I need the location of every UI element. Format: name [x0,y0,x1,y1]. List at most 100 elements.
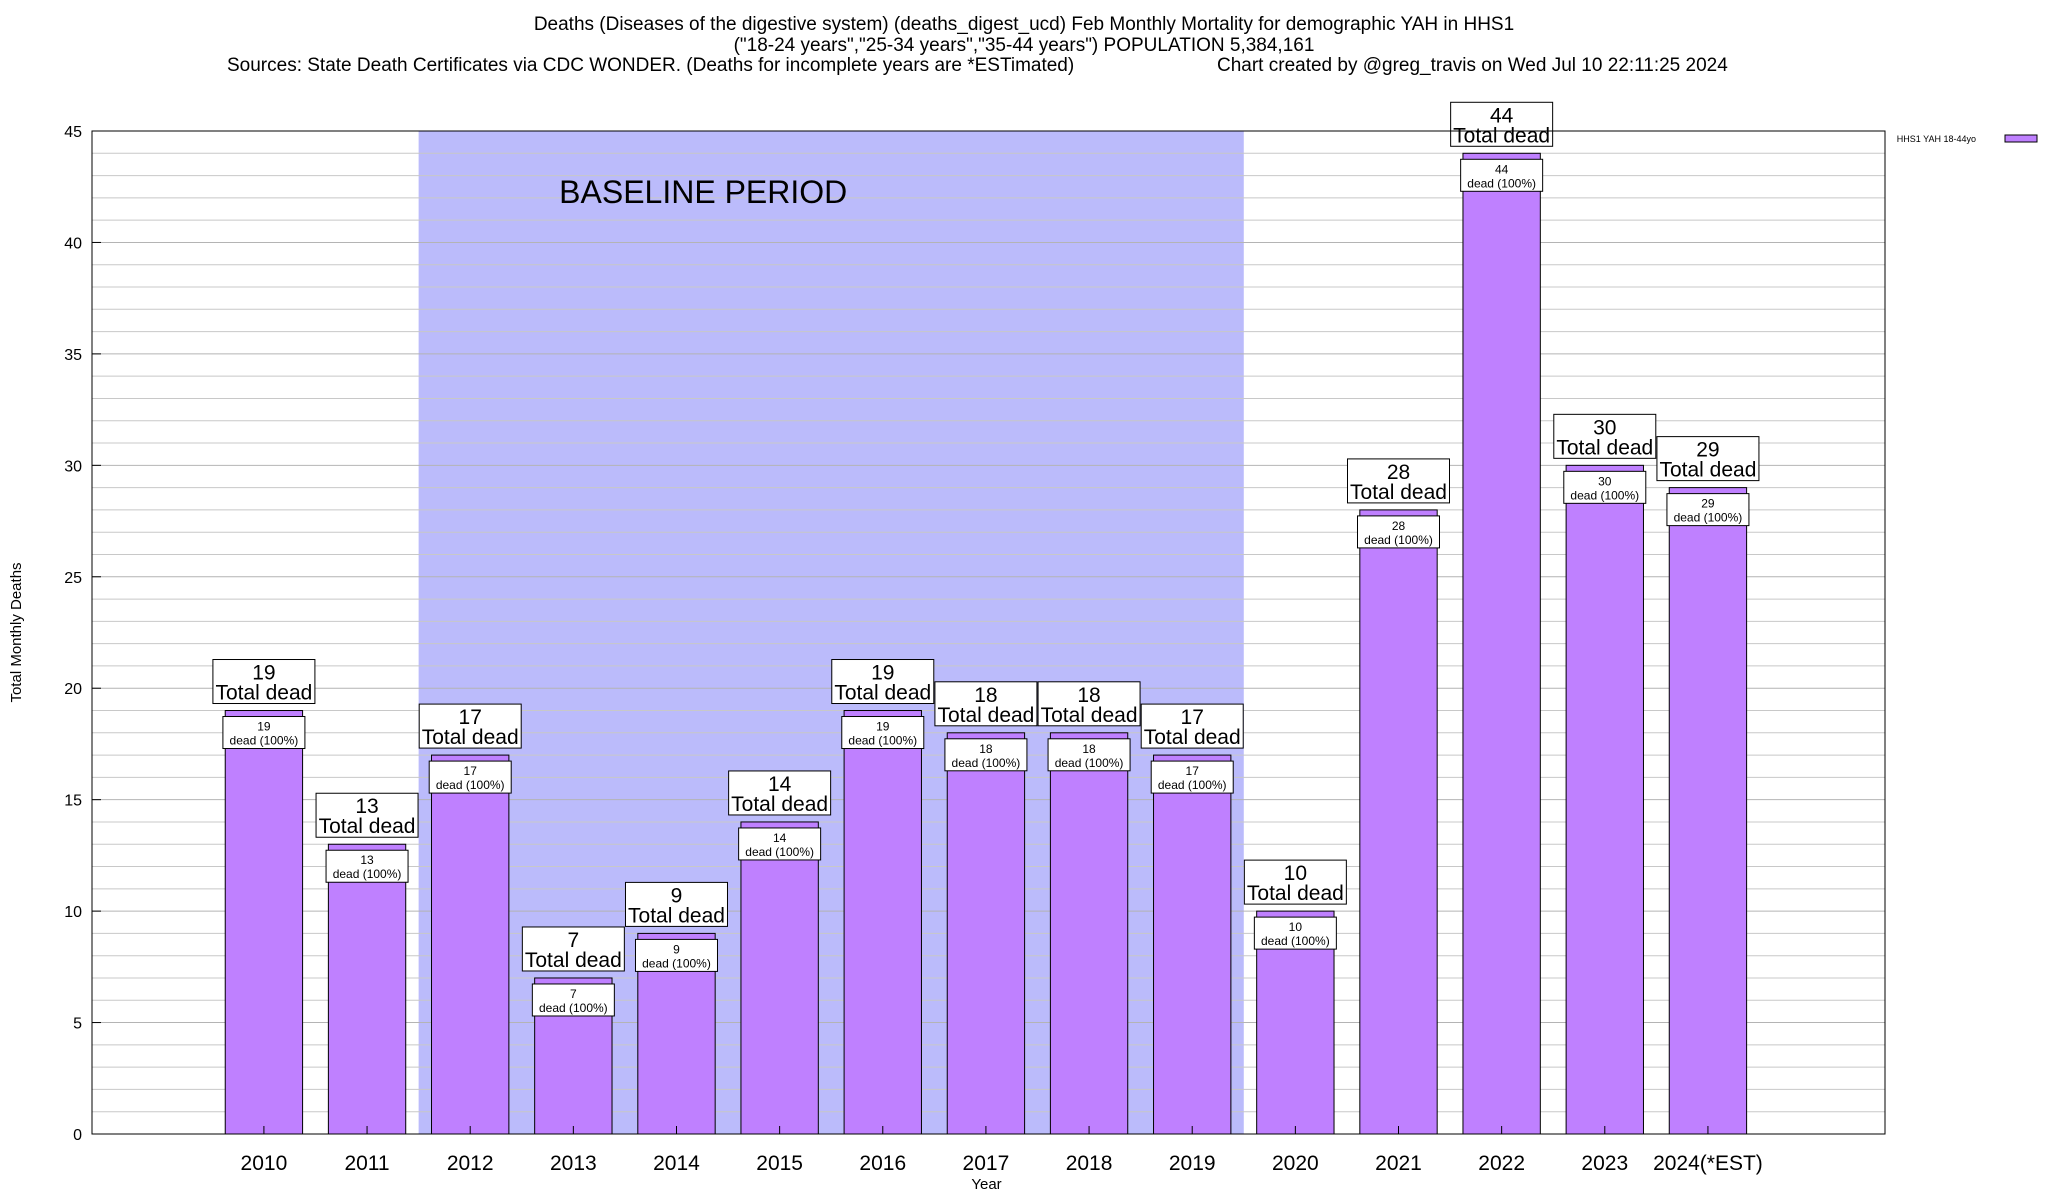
bar-total-label-box [728,770,832,816]
bar-total-value: 28 [1387,461,1410,484]
bar-inner-label-box [1357,515,1441,549]
bar-total-value: 9 [671,884,683,907]
bar-inner-value: 13 [360,853,374,867]
bar-total-value: 18 [1077,684,1100,707]
y-tick-label: 25 [64,570,82,587]
x-tick-label: 2010 [241,1152,288,1175]
x-tick-label: 2020 [1272,1152,1319,1175]
bar-inner-value: 10 [1289,920,1303,934]
x-tick-label: 2016 [859,1152,906,1175]
bar-inner-label-box [1047,738,1131,772]
bar-total-value: 29 [1696,439,1719,462]
bar [1462,152,1541,1135]
chart-credit: Chart created by @greg_travis on Wed Jul… [1217,55,1728,76]
bar-total-label: Total dead [1659,459,1756,482]
bar-inner-label-box [1563,470,1647,504]
y-tick-label: 10 [64,904,82,921]
baseline-period-label: BASELINE PERIOD [559,174,847,210]
x-axis-label: Year [971,1176,1001,1193]
bar-total-label: Total dead [628,904,725,927]
y-tick-label: 15 [64,793,82,810]
bar-inner-percent: dead (100%) [952,756,1021,770]
x-tick-label: 2011 [344,1152,389,1175]
bar-inner-label-box [634,938,718,972]
bar-total-label-box [1553,413,1657,459]
bar-inner-value: 18 [979,742,993,756]
bar [431,754,510,1135]
x-tick-label: 2024(*EST) [1653,1152,1763,1175]
bar-inner-value: 7 [570,987,577,1001]
y-tick-label: 45 [64,124,82,141]
bar-inner-value: 19 [257,720,271,734]
bar-total-label-box [624,881,728,927]
bar-inner-percent: dead (100%) [230,734,299,748]
bar-inner-percent: dead (100%) [1158,778,1227,792]
bar-inner-label-box [1666,493,1750,527]
bar-total-label-box [1243,859,1347,905]
bar-inner-value: 14 [773,831,787,845]
bar-inner-percent: dead (100%) [539,1001,608,1015]
bar-total-value: 44 [1490,104,1514,127]
bar-total-label: Total dead [937,704,1034,727]
chart-title: Deaths (Diseases of the digestive system… [533,14,1515,35]
bar-total-label-box [418,703,522,749]
bar-total-label: Total dead [1247,882,1344,905]
bar-total-label-box [1450,101,1554,147]
bar-inner-value: 30 [1598,474,1612,488]
bar-inner-percent: dead (100%) [436,778,505,792]
bar-total-label: Total dead [525,949,622,972]
y-tick-label: 40 [64,235,82,252]
x-tick-label: 2018 [1066,1152,1113,1175]
bar-inner-value: 29 [1701,497,1715,511]
bar-total-label-box [1347,458,1451,504]
x-tick-label: 2014 [653,1152,700,1175]
bar-total-value: 18 [974,684,997,707]
bar-inner-value: 17 [1186,764,1200,778]
bar-inner-label-box [944,738,1028,772]
x-tick-label: 2017 [963,1152,1010,1175]
bar-inner-percent: dead (100%) [1570,488,1639,502]
x-tick-label: 2019 [1169,1152,1216,1175]
plot-frame [91,130,1886,1135]
bar-inner-label-box [531,983,615,1017]
bar-total-label: Total dead [1350,481,1447,504]
legend-swatch [2004,134,2038,143]
bar-total-label: Total dead [319,815,416,838]
bar-total-label: Total dead [1556,436,1653,459]
bar-total-label: Total dead [1144,726,1241,749]
bar-total-label: Total dead [422,726,519,749]
bar-inner-label-box [841,716,925,750]
legend-label: HHS1 YAH 18-44yo [1897,134,1976,144]
bar-total-label-box [1037,681,1141,727]
bar-inner-value: 19 [876,720,890,734]
x-tick-label: 2021 [1375,1152,1422,1175]
chart-sources: Sources: State Death Certificates via CD… [227,55,1075,76]
bar-inner-value: 17 [464,764,478,778]
bar-inner-percent: dead (100%) [745,845,814,859]
bar-total-label: Total dead [834,682,931,705]
bar-total-label-box [521,926,625,972]
x-tick-label: 2022 [1478,1152,1525,1175]
bar [327,843,407,1135]
bar-total-value: 19 [252,662,275,685]
bar-total-value: 30 [1593,416,1616,439]
bar-total-value: 17 [459,706,482,729]
bar [1153,754,1232,1135]
bar [1668,487,1748,1135]
bar-total-label-box [315,792,419,838]
bar-total-value: 17 [1181,706,1204,729]
bar-inner-percent: dead (100%) [1674,511,1743,525]
bar-total-label: Total dead [1041,704,1138,727]
bar-total-label-box [831,659,935,705]
y-tick-label: 35 [64,347,82,364]
bar-inner-percent: dead (100%) [1364,533,1433,547]
y-tick-label: 20 [64,681,82,698]
bar [740,821,819,1135]
bar-inner-label-box [222,716,306,750]
bar [1565,464,1644,1135]
bar-inner-percent: dead (100%) [642,956,711,970]
x-tick-label: 2015 [756,1152,803,1175]
x-tick-label: 2012 [447,1152,494,1175]
bar-total-value: 14 [768,773,792,796]
bar-total-label-box [1140,703,1244,749]
